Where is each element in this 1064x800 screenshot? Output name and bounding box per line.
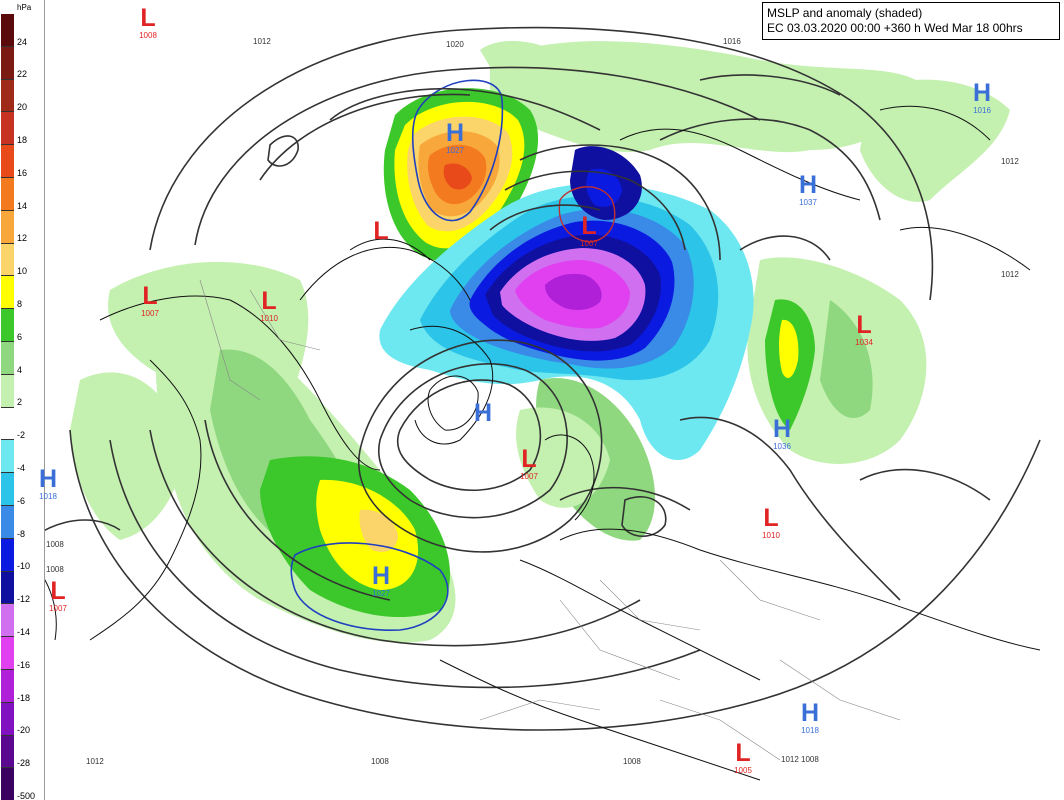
legend-swatch — [1, 309, 14, 342]
legend-swatch — [1, 276, 14, 310]
legend-swatch — [1, 243, 14, 277]
high-centre: H 1036 — [772, 415, 792, 451]
legend-label: 16 — [17, 167, 28, 178]
legend-label: -10 — [17, 561, 31, 572]
isobar-label: 1012 — [85, 757, 105, 766]
legend-label: -2 — [17, 430, 26, 441]
borders — [199, 279, 901, 761]
map-title-box: MSLP and anomaly (shaded) EC 03.03.2020 … — [762, 2, 1060, 40]
legend-swatch — [1, 506, 14, 539]
legend-label: -14 — [17, 627, 31, 638]
isobar-label: 1012 — [252, 37, 272, 46]
legend-label: 2 — [17, 397, 23, 408]
positive-anomaly-north-pacific — [383, 88, 539, 262]
legend-label: 14 — [17, 200, 28, 211]
legend-label: -6 — [17, 495, 26, 506]
legend-label: 4 — [17, 364, 23, 375]
low-centre: L — [373, 217, 389, 245]
legend-swatch — [1, 571, 14, 605]
legend-label: 8 — [17, 299, 23, 310]
low-centre: L 1007 — [520, 445, 538, 481]
map-title: MSLP and anomaly (shaded) — [767, 6, 923, 20]
legend-swatch — [1, 14, 14, 47]
isobars — [9, 26, 1041, 731]
isobar-label: 1020 — [445, 40, 465, 49]
map-run-info: EC 03.03.2020 00:00 +360 h Wed Mar 18 00… — [767, 21, 1023, 35]
isobar-label: 1016 — [722, 37, 742, 46]
high-centre: H 1016 — [972, 79, 992, 115]
isobar-label: 1008 — [622, 757, 642, 766]
high-centre: H 1027 — [445, 119, 465, 155]
legend-swatch — [1, 440, 14, 474]
legend-unit: hPa — [17, 3, 32, 12]
low-centre: L 1007 — [49, 577, 67, 613]
legend-swatch — [1, 473, 14, 506]
legend-label: -8 — [17, 528, 26, 539]
high-centre: H 1018 — [800, 699, 820, 735]
legend-swatch — [1, 79, 14, 113]
legend-swatch — [1, 145, 14, 178]
isobar-label: 1012 — [780, 755, 800, 764]
high-centre: H 1037 — [798, 171, 818, 207]
isobar-label: 1008 — [370, 757, 390, 766]
colour-scale-legend: hPa 24 22 20 18 16 14 12 10 8 6 4 2 -2 -4 -6 -8 -10 -12 -1… — [0, 0, 45, 800]
isobar-label: 1008 — [45, 540, 65, 549]
legend-swatch — [1, 46, 14, 80]
low-centre: L 1034 — [855, 311, 873, 347]
legend-label: 6 — [17, 331, 23, 342]
legend-swatch — [1, 374, 14, 408]
legend-label: 24 — [17, 36, 28, 47]
legend-swatch — [1, 768, 14, 800]
low-centre: L 1010 — [762, 504, 780, 540]
legend-label: -12 — [17, 594, 31, 605]
legend-label: -20 — [17, 725, 31, 736]
legend-swatch — [1, 407, 14, 441]
low-centre: L 1007 — [141, 282, 159, 318]
isobar-label: 1008 — [800, 755, 820, 764]
high-centre: H 1018 — [38, 465, 58, 501]
legend-swatch — [1, 210, 14, 244]
legend-swatch — [1, 637, 14, 670]
legend-label: -28 — [17, 758, 31, 769]
legend-swatch — [1, 178, 14, 211]
isobar-label: 1012 — [1000, 270, 1020, 279]
high-centre: H — [473, 399, 493, 427]
legend-swatch — [1, 342, 14, 375]
low-centre: L 1005 — [734, 739, 752, 775]
legend-label: 20 — [17, 102, 28, 113]
legend-label: 12 — [17, 233, 28, 244]
isobar-label: 1012 — [1000, 157, 1020, 166]
low-centre: L 1007 — [580, 212, 598, 248]
legend-swatch — [1, 112, 14, 146]
legend-label: -16 — [17, 659, 31, 670]
legend-swatch — [1, 604, 14, 638]
high-centre: H 1027 — [371, 562, 391, 598]
legend-label: 22 — [17, 69, 28, 80]
low-centre: L 1010 — [260, 287, 278, 323]
anomaly-contours — [290, 79, 616, 631]
legend-swatch — [1, 735, 14, 769]
low-centre: L 1008 — [139, 4, 157, 40]
legend-label: -18 — [17, 692, 31, 703]
legend-label: 18 — [17, 135, 28, 146]
legend-label: -4 — [17, 463, 26, 474]
negative-anomaly-arctic — [379, 146, 754, 460]
legend-label: 10 — [17, 266, 28, 277]
legend-swatch — [1, 670, 14, 703]
legend-swatch — [1, 702, 14, 736]
legend-label: -500 — [17, 791, 36, 800]
legend-swatch — [1, 538, 14, 572]
anomaly-shading — [70, 40, 1010, 643]
isobar-label: 1008 — [45, 565, 65, 574]
